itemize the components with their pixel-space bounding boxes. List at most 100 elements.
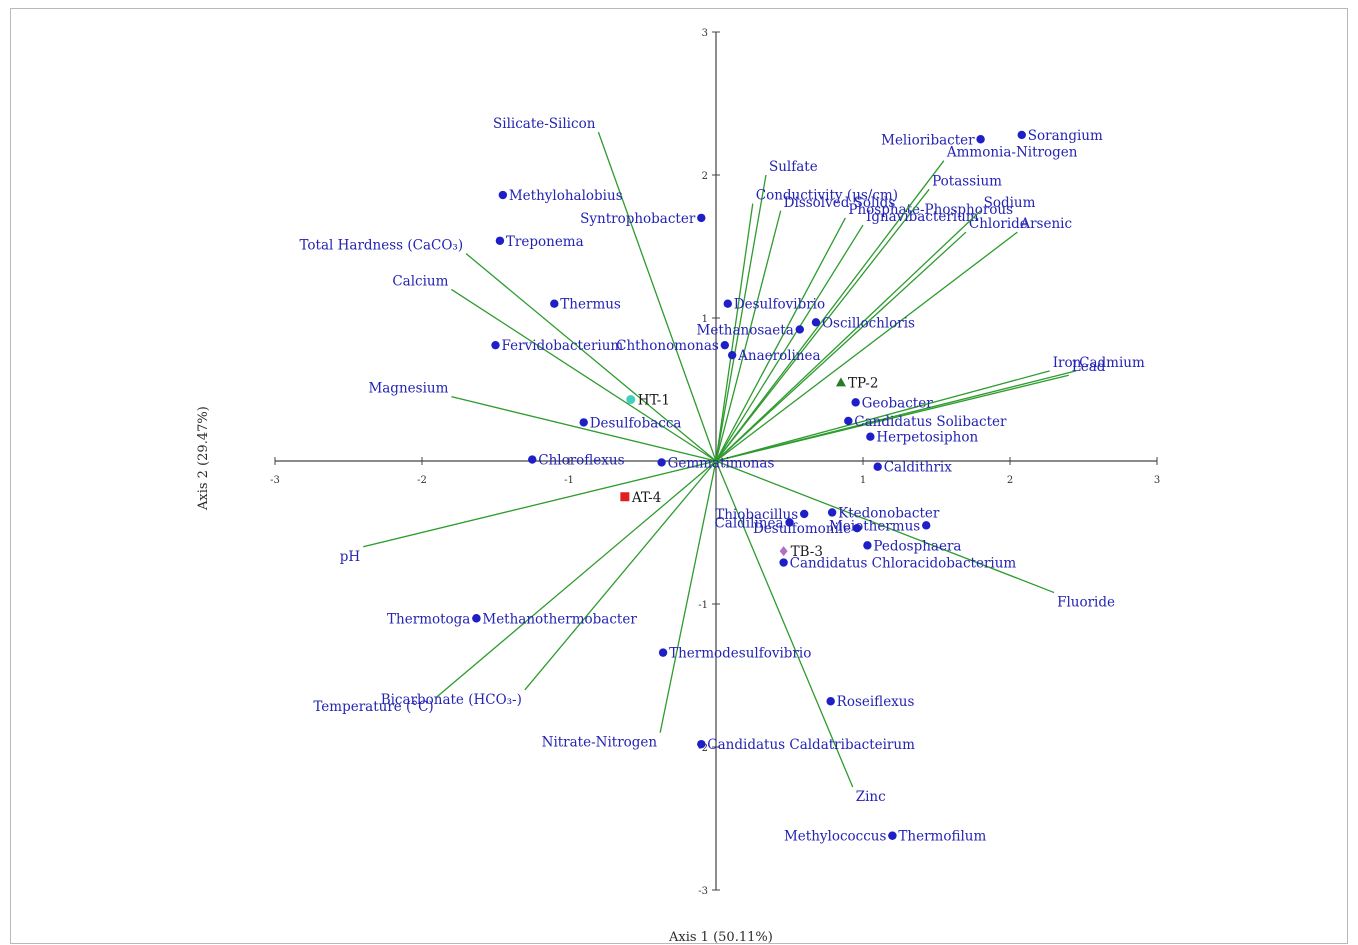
taxon-label-chloroflexus: Chloroflexus bbox=[538, 453, 624, 469]
taxon-point-herpetosiphon bbox=[866, 432, 875, 441]
taxon-label-melioribacter: Melioribacter bbox=[881, 132, 975, 148]
vector-label-fluoride: Fluoride bbox=[1057, 595, 1115, 611]
y-tick-label: 2 bbox=[702, 171, 708, 182]
taxon-point-desulfobacca bbox=[579, 418, 588, 427]
taxon-point-methanosaeta bbox=[795, 325, 804, 334]
vector-label-temperature-c: Temperature (°C) bbox=[313, 699, 433, 715]
sample-label-tb-3: TB-3 bbox=[791, 544, 823, 560]
sample-label-ht-1: HT-1 bbox=[638, 393, 670, 409]
y-tick-label: -1 bbox=[698, 600, 708, 611]
taxon-label-methanothermobacter: Methanothermobacter bbox=[482, 611, 637, 627]
vector-dissolved-solids bbox=[715, 210, 782, 462]
vector-ammonia-nitrogen bbox=[715, 160, 945, 462]
taxon-label-caldithrix: Caldithrix bbox=[884, 460, 953, 476]
vector-sulfate bbox=[715, 174, 767, 462]
vector-arsenic bbox=[715, 231, 1018, 462]
vector-label-magnesium: Magnesium bbox=[368, 381, 448, 397]
taxon-point-pedosphaera bbox=[863, 541, 872, 550]
taxon-point-candidatus-solibacter bbox=[844, 416, 853, 426]
vector-label-bicarbonate-hco: Bicarbonate (HCO₃-) bbox=[381, 692, 522, 708]
taxon-point-caldilinea bbox=[785, 518, 794, 527]
vector-silicate-silicon bbox=[597, 131, 717, 462]
taxon-point-caldithrix bbox=[873, 462, 882, 471]
vector-label-zinc: Zinc bbox=[856, 789, 886, 805]
vector-nitrate-nitrogen bbox=[659, 460, 717, 733]
taxon-point-oscillochloris bbox=[811, 318, 821, 327]
taxon-label-chthonomonas: Chthonomonas bbox=[616, 338, 719, 354]
vector-label-lead: Lead bbox=[1072, 359, 1106, 375]
taxon-point-geobacter bbox=[851, 398, 860, 407]
x-tick-label: -2 bbox=[417, 475, 427, 486]
vector-label-silicate-silicon: Silicate-Silicon bbox=[493, 116, 596, 132]
taxon-point-thiobacillus bbox=[800, 509, 809, 519]
vector-label-sodium: Sodium bbox=[984, 195, 1036, 211]
x-axis-title: Axis 1 (50.11%) bbox=[669, 930, 773, 945]
taxon-point-melioribacter bbox=[976, 135, 985, 144]
taxon-label-candidatus-caldatribacteirum: Candidatus Caldatribacteirum bbox=[707, 737, 915, 753]
y-axis-title: Axis 2 (29.47%) bbox=[196, 406, 211, 510]
taxon-point-desulfomonile bbox=[852, 524, 862, 533]
taxon-point-desulfovibrio bbox=[723, 299, 732, 308]
taxon-point-methylohalobius bbox=[498, 190, 508, 200]
vector-ph bbox=[363, 460, 717, 548]
taxon-label-desulfomonile: Desulfomonile bbox=[753, 521, 851, 537]
vector-label-sulfate: Sulfate bbox=[769, 159, 818, 175]
taxon-label-pedosphaera: Pedosphaera bbox=[873, 538, 961, 554]
taxon-label-roseiflexus: Roseiflexus bbox=[837, 694, 915, 710]
sample-marker-at-4 bbox=[620, 492, 630, 502]
taxon-label-syntrophobacter: Syntrophobacter bbox=[580, 211, 696, 227]
vector-sodium bbox=[715, 210, 982, 462]
vector-bicarbonate-hco bbox=[524, 460, 717, 691]
taxon-label-candidatus-solibacter: Candidatus Solibacter bbox=[854, 414, 1007, 430]
taxon-label-herpetosiphon: Herpetosiphon bbox=[876, 430, 978, 446]
vector-label-dissolved-solids: Dissolved Solids bbox=[784, 195, 896, 211]
y-tick-label: 1 bbox=[702, 314, 708, 325]
taxon-point-chloroflexus bbox=[528, 455, 537, 464]
vector-total-hardness-caco bbox=[465, 253, 717, 462]
vector-label-total-hardness-caco: Total Hardness (CaCO₃) bbox=[299, 238, 463, 254]
sample-marker-tb-3 bbox=[779, 546, 788, 557]
vector-label-iron: Iron bbox=[1053, 355, 1082, 371]
vector-phosphate-phosphorous bbox=[715, 217, 846, 462]
taxon-point-thermus bbox=[550, 299, 559, 308]
vector-potassium bbox=[715, 188, 930, 462]
x-tick-label: 1 bbox=[860, 475, 866, 486]
taxon-label-thermus: Thermus bbox=[560, 297, 621, 313]
taxon-label-treponema: Treponema bbox=[506, 234, 584, 250]
vector-label-phosphate-phosphorous: Phosphate-Phosphorous bbox=[848, 202, 1013, 218]
taxon-label-oscillochloris: Oscillochloris bbox=[822, 315, 915, 331]
taxon-point-thermodesulfovibrio bbox=[658, 648, 668, 657]
vector-label-nitrate-nitrogen: Nitrate-Nitrogen bbox=[542, 735, 658, 751]
sample-marker-tp-2 bbox=[835, 377, 846, 387]
taxon-label-thermotoga: Thermotoga bbox=[387, 611, 470, 627]
taxon-label-anaerolinea: Anaerolinea bbox=[737, 348, 820, 364]
taxon-label-desulfobacca: Desulfobacca bbox=[590, 415, 682, 431]
taxon-point-chthonomonas bbox=[720, 340, 730, 350]
taxon-point-syntrophobacter bbox=[697, 213, 706, 223]
y-tick-label: -3 bbox=[698, 886, 708, 897]
y-tick-label: -2 bbox=[698, 743, 708, 754]
taxon-point-gemmatimonas bbox=[657, 458, 666, 467]
vector-label-ignavibacterium: Ignavibacterium bbox=[866, 209, 979, 225]
vector-fluoride bbox=[715, 460, 1055, 594]
vector-label-cadmium: Cadmium bbox=[1079, 355, 1145, 371]
vector-ignavibacterium bbox=[715, 224, 864, 462]
vector-magnesium bbox=[451, 396, 717, 462]
taxon-point-ktedonobacter bbox=[827, 508, 837, 517]
taxon-label-caldilinea: Caldilinea bbox=[714, 515, 783, 531]
vector-lead bbox=[715, 374, 1069, 462]
x-tick-label: -3 bbox=[270, 475, 280, 486]
vector-calcium bbox=[451, 288, 717, 462]
x-tick-label: 2 bbox=[1007, 475, 1013, 486]
taxon-label-methylococcus: Methylococcus bbox=[784, 829, 887, 845]
taxon-point-meiothermus bbox=[922, 521, 931, 530]
x-tick-label: -1 bbox=[564, 475, 574, 486]
vector-chloride bbox=[715, 231, 967, 462]
taxon-label-meiothermus: Meiothermus bbox=[829, 518, 920, 534]
sample-label-at-4: AT-4 bbox=[631, 490, 661, 506]
taxon-label-gemmatimonas: Gemmatimonas bbox=[668, 455, 775, 471]
vector-temperature-c bbox=[436, 460, 717, 698]
taxon-point-roseiflexus bbox=[826, 697, 835, 706]
y-tick-label: 3 bbox=[702, 28, 708, 39]
taxon-label-fervidobacterium: Fervidobacterium bbox=[502, 338, 624, 354]
